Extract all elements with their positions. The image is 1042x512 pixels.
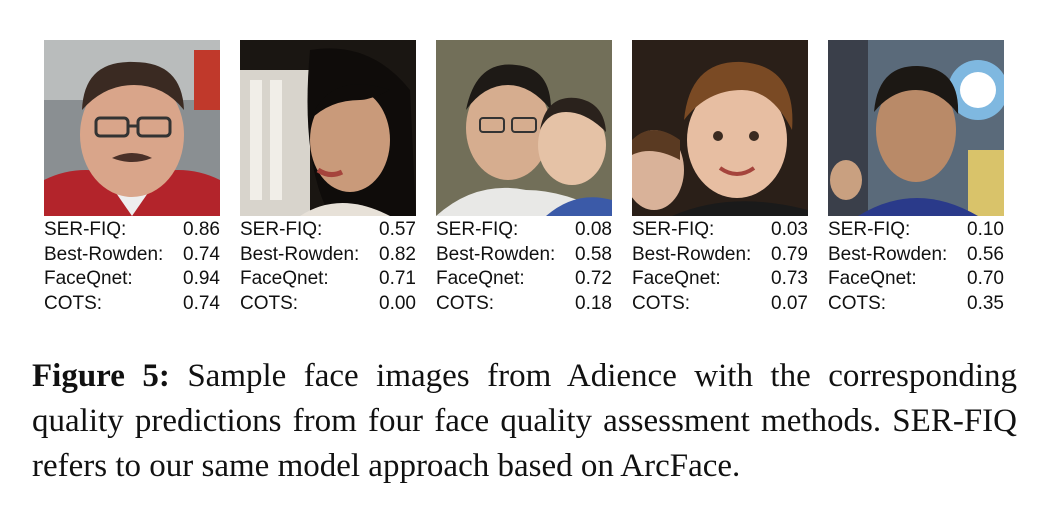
method-label: COTS:: [44, 292, 103, 314]
face-photo-4: [632, 40, 808, 216]
face-photo-5: [828, 40, 1004, 216]
score-value: 0.73: [771, 268, 808, 289]
score-row: SER-FIQ: 0.10: [828, 218, 1004, 243]
score-value: 0.74: [183, 243, 220, 265]
score-value: 0.58: [575, 243, 612, 265]
method-label: FaceQnet:: [240, 268, 329, 289]
figure-caption: Figure 5: Sample face images from Adienc…: [32, 354, 1017, 489]
score-row: FaceQnet: 0.73: [632, 267, 808, 292]
score-value: 0.70: [967, 268, 1004, 289]
method-label: SER-FIQ:: [240, 219, 323, 240]
score-row: COTS: 0.35: [828, 292, 1004, 317]
method-label: COTS:: [632, 292, 691, 314]
method-label: SER-FIQ:: [44, 219, 127, 240]
face-photo-2: [240, 40, 416, 216]
score-row: Best-Rowden: 0.82: [240, 243, 416, 268]
score-row: SER-FIQ: 0.08: [436, 218, 612, 243]
method-label: SER-FIQ:: [436, 219, 519, 240]
method-label: Best-Rowden:: [240, 243, 360, 265]
score-value: 0.03: [771, 219, 808, 240]
face-photo-1: [44, 40, 220, 216]
method-label: FaceQnet:: [828, 268, 917, 289]
score-value: 0.71: [379, 268, 416, 289]
score-value: 0.72: [575, 268, 612, 289]
score-value: 0.57: [379, 219, 416, 240]
face-panel-4: SER-FIQ: 0.03 Best-Rowden: 0.79 FaceQnet: 0…: [632, 40, 808, 316]
score-value: 0.94: [183, 268, 220, 289]
method-label: FaceQnet:: [44, 268, 133, 289]
face-panel-5: SER-FIQ: 0.10 Best-Rowden: 0.56 FaceQnet: 0…: [828, 40, 1004, 316]
score-value: 0.74: [183, 292, 220, 314]
figure-label: Figure 5:: [32, 358, 170, 394]
score-value: 0.82: [379, 243, 416, 265]
score-row: Best-Rowden: 0.74: [44, 243, 220, 268]
method-label: FaceQnet:: [632, 268, 721, 289]
method-label: SER-FIQ:: [828, 219, 911, 240]
score-row: FaceQnet: 0.94: [44, 267, 220, 292]
method-label: Best-Rowden:: [44, 243, 164, 265]
score-value: 0.56: [967, 243, 1004, 265]
score-value: 0.10: [967, 219, 1004, 240]
score-list-4: SER-FIQ: 0.03 Best-Rowden: 0.79 FaceQnet: 0…: [632, 218, 808, 316]
score-list-2: SER-FIQ: 0.57 Best-Rowden: 0.82 FaceQnet: 0…: [240, 218, 416, 316]
score-row: SER-FIQ: 0.86: [44, 218, 220, 243]
score-row: Best-Rowden: 0.58: [436, 243, 612, 268]
score-row: COTS: 0.00: [240, 292, 416, 317]
score-value: 0.18: [575, 292, 612, 314]
score-value: 0.86: [183, 219, 220, 240]
score-row: Best-Rowden: 0.79: [632, 243, 808, 268]
score-row: COTS: 0.07: [632, 292, 808, 317]
face-panel-1: SER-FIQ: 0.86 Best-Rowden: 0.74 FaceQnet: 0…: [44, 40, 220, 316]
method-label: COTS:: [436, 292, 495, 314]
score-row: FaceQnet: 0.72: [436, 267, 612, 292]
figure-caption-text: Sample face images from Adience with the…: [32, 358, 1018, 484]
score-value: 0.07: [771, 292, 808, 314]
score-list-3: SER-FIQ: 0.08 Best-Rowden: 0.58 FaceQnet: 0…: [436, 218, 612, 316]
face-panel-2: SER-FIQ: 0.57 Best-Rowden: 0.82 FaceQnet: 0…: [240, 40, 416, 316]
score-row: COTS: 0.74: [44, 292, 220, 317]
score-value: 0.00: [379, 292, 416, 314]
method-label: Best-Rowden:: [828, 243, 948, 265]
figure-panels: SER-FIQ: 0.86 Best-Rowden: 0.74 FaceQnet: 0…: [44, 40, 1004, 316]
score-row: COTS: 0.18: [436, 292, 612, 317]
method-label: COTS:: [240, 292, 299, 314]
score-row: SER-FIQ: 0.03: [632, 218, 808, 243]
score-list-1: SER-FIQ: 0.86 Best-Rowden: 0.74 FaceQnet: 0…: [44, 218, 220, 316]
score-value: 0.35: [967, 292, 1004, 314]
score-row: Best-Rowden: 0.56: [828, 243, 1004, 268]
method-label: SER-FIQ:: [632, 219, 715, 240]
score-row: FaceQnet: 0.71: [240, 267, 416, 292]
score-value: 0.79: [771, 243, 808, 265]
score-row: FaceQnet: 0.70: [828, 267, 1004, 292]
face-panel-3: SER-FIQ: 0.08 Best-Rowden: 0.58 FaceQnet: 0…: [436, 40, 612, 316]
face-photo-3: [436, 40, 612, 216]
method-label: Best-Rowden:: [436, 243, 556, 265]
score-row: SER-FIQ: 0.57: [240, 218, 416, 243]
score-list-5: SER-FIQ: 0.10 Best-Rowden: 0.56 FaceQnet: 0…: [828, 218, 1004, 316]
score-value: 0.08: [575, 219, 612, 240]
method-label: FaceQnet:: [436, 268, 525, 289]
method-label: COTS:: [828, 292, 887, 314]
method-label: Best-Rowden:: [632, 243, 752, 265]
